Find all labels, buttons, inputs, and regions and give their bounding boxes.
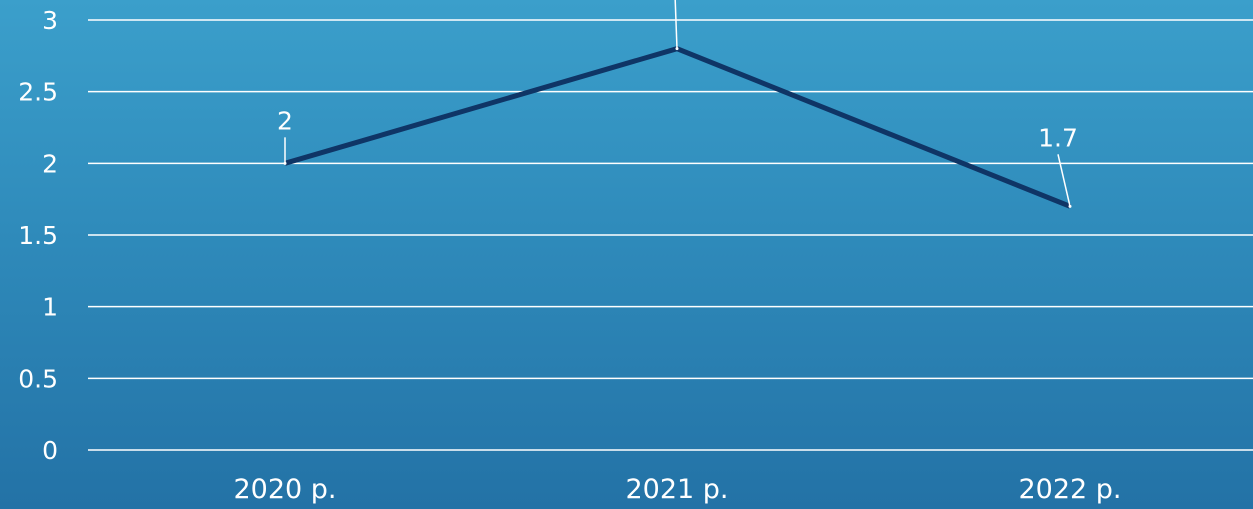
leader-line: [674, 0, 678, 49]
x-tick-label: 2021 р.: [625, 474, 728, 505]
y-axis-tick-labels: 0 0.5 1 1.5 2 2.5 3: [18, 6, 58, 465]
x-tick-label: 2022 р.: [1018, 474, 1121, 505]
series-line: [284, 46, 1071, 209]
gridlines: [88, 19, 1253, 451]
y-tick-label: 2: [42, 149, 58, 178]
y-tick-label: 1: [42, 293, 58, 322]
y-tick-label: 3: [42, 6, 58, 35]
y-tick-label: 2.5: [18, 78, 58, 107]
data-label: 1.7: [1038, 123, 1078, 152]
y-tick-label: 0.5: [18, 364, 58, 393]
x-axis-tick-labels: 2020 р. 2021 р. 2022 р.: [233, 474, 1121, 505]
data-label: 2: [277, 106, 293, 135]
x-tick-label: 2020 р.: [233, 474, 336, 505]
y-tick-label: 0: [42, 436, 58, 465]
y-tick-label: 1.5: [18, 221, 58, 250]
series-layer: [283, 46, 1072, 209]
leader-line: [1057, 154, 1071, 207]
data-labels: 22.81.7: [277, 0, 1078, 207]
